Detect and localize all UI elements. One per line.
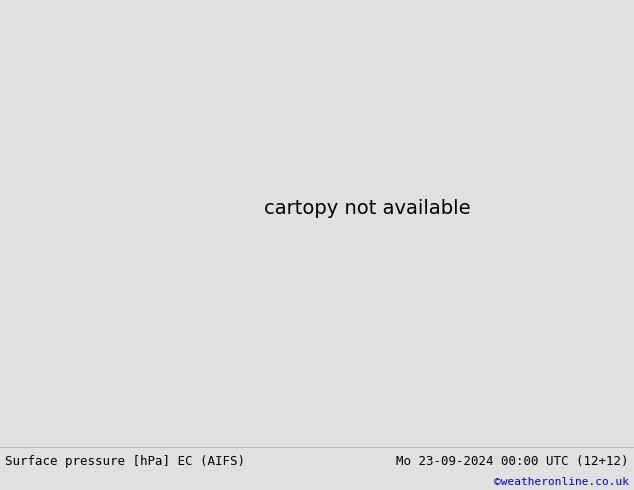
Text: ©weatheronline.co.uk: ©weatheronline.co.uk	[494, 477, 629, 487]
Text: Mo 23-09-2024 00:00 UTC (12+12): Mo 23-09-2024 00:00 UTC (12+12)	[396, 455, 629, 468]
Text: cartopy not available: cartopy not available	[264, 199, 470, 218]
Text: Surface pressure [hPa] EC (AIFS): Surface pressure [hPa] EC (AIFS)	[5, 455, 245, 468]
